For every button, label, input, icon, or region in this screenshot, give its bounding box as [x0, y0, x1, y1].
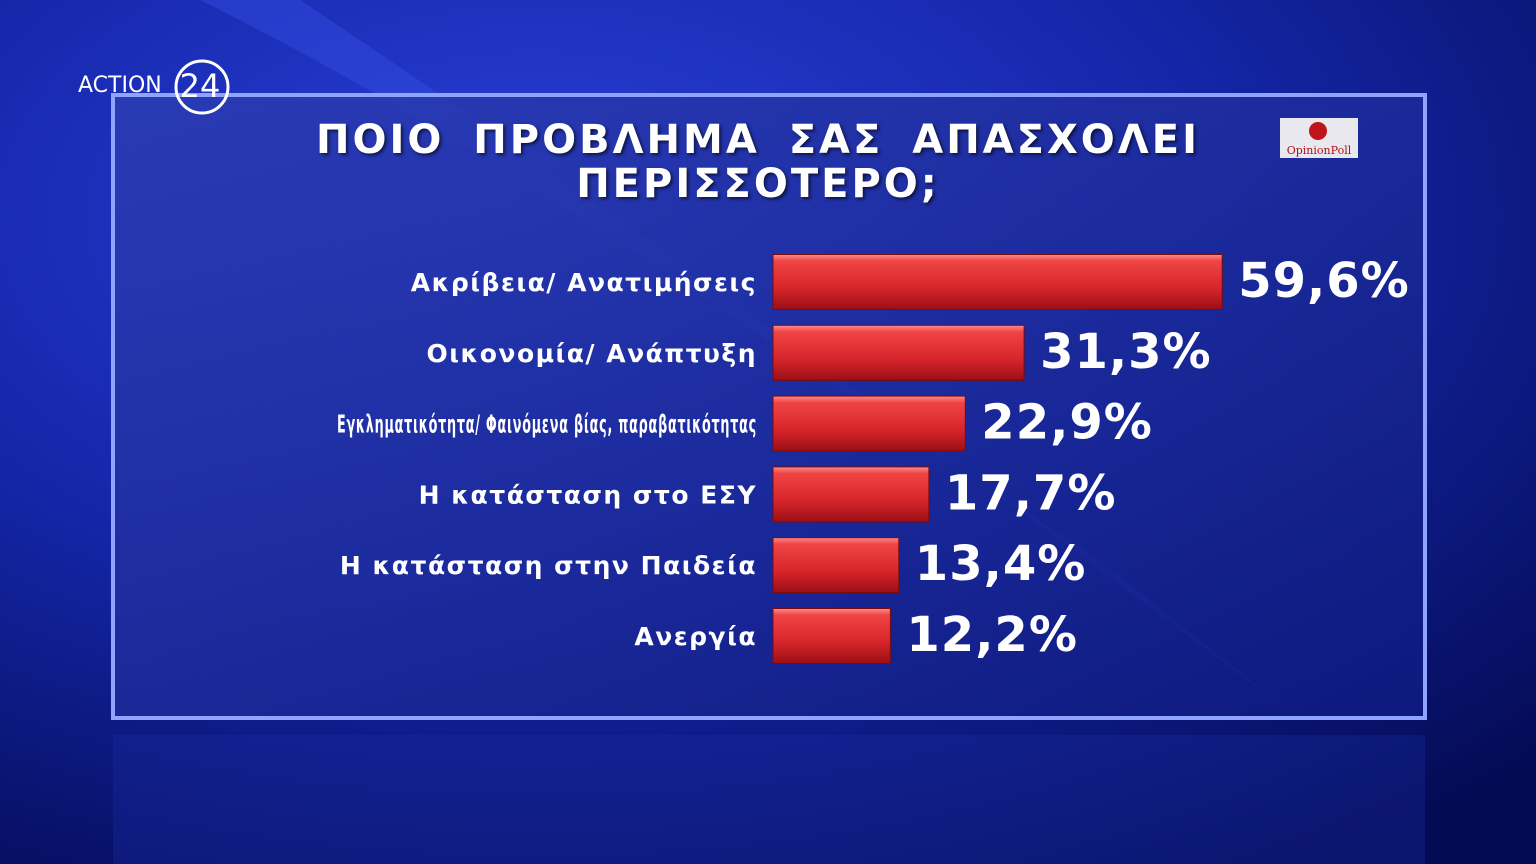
- value-label: 22,9%: [981, 395, 1153, 451]
- value-label: 31,3%: [1040, 324, 1212, 380]
- category-label: Εγκληματικότητα/ Φαινόμενα βίας, παραβατ…: [337, 410, 757, 439]
- logo-ring: [174, 59, 230, 115]
- bar: [772, 395, 966, 452]
- bars: Ακρίβεια/ Ανατιμήσεις 59,6% Οικονομία/ Ανά…: [337, 253, 1410, 664]
- category-label: Ανεργία: [634, 622, 757, 651]
- bar: [772, 466, 930, 523]
- panel: [111, 93, 1427, 720]
- value-label: 17,7%: [945, 465, 1117, 521]
- category-label: Η κατάσταση στο ΕΣΥ: [419, 480, 757, 509]
- category-label: Οικονομία/ Ανάπτυξη: [426, 339, 757, 368]
- value-label: 13,4%: [915, 536, 1087, 592]
- source-text: OpinionPoll: [1287, 144, 1352, 157]
- source-logo-dot: [1309, 122, 1327, 140]
- bar: [772, 608, 891, 664]
- value-label: 12,2%: [906, 607, 1078, 663]
- value-label: 59,6%: [1238, 253, 1410, 309]
- chart-title: ΠΟΙΟ ΠΡΟΒΛΗΜΑ ΣΑΣ ΑΠΑΣΧΟΛΕΙ ΠΕΡΙΣΣΟΤΕΡΟ;: [316, 117, 1200, 207]
- panel-reflection: [113, 735, 1425, 864]
- bar: [772, 254, 1223, 310]
- category-label: Η κατάσταση στην Παιδεία: [340, 551, 757, 580]
- bar: [772, 537, 900, 594]
- logo-text: ACTION: [78, 73, 162, 98]
- bar: [772, 324, 1025, 381]
- logo-number: 24: [180, 67, 221, 105]
- category-label: Ακρίβεια/ Ανατιμήσεις: [411, 268, 757, 297]
